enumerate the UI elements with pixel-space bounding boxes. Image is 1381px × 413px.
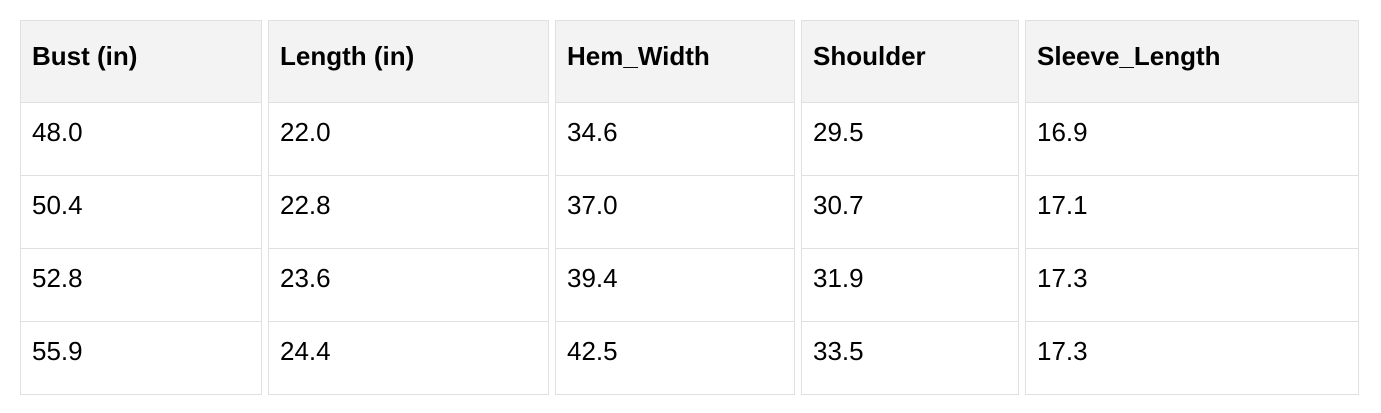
table-cell: 55.9 — [32, 336, 83, 366]
table-cell: 22.0 — [269, 103, 548, 176]
table-cell: 23.6 — [269, 249, 548, 322]
column-header-bust: Bust (in) — [21, 21, 261, 103]
column-header-hem-width: Hem_Width — [556, 21, 794, 103]
table-cell: 17.3 — [1037, 336, 1088, 366]
column-header-shoulder: Shoulder — [802, 21, 1018, 103]
table-column-hem-width: Hem_Width 34.6 37.0 39.4 42.5 — [555, 20, 795, 395]
table-cell: 24.4 — [280, 336, 331, 366]
table-cell: 16.9 — [1026, 103, 1358, 176]
table-cell: 30.7 — [802, 176, 1018, 249]
table-cell: 50.4 — [21, 176, 261, 249]
table-cell: 52.8 — [21, 249, 261, 322]
table-column-sleeve-length: Sleeve_Length 16.9 17.1 17.3 17.3 — [1025, 20, 1359, 395]
table-cell: 33.5 — [813, 336, 864, 366]
table-cell: 29.5 — [802, 103, 1018, 176]
table-column-bust: Bust (in) 48.0 50.4 52.8 55.9 — [20, 20, 262, 395]
table-cell: 48.0 — [21, 103, 261, 176]
table-cell: 17.1 — [1026, 176, 1358, 249]
column-header-sleeve-length: Sleeve_Length — [1026, 21, 1358, 103]
table-column-length: Length (in) 22.0 22.8 23.6 24.4 — [268, 20, 549, 395]
table-cell: 42.5 — [567, 336, 618, 366]
table-cell: 17.3 — [1026, 249, 1358, 322]
table-cell: 31.9 — [802, 249, 1018, 322]
table-cell: 39.4 — [556, 249, 794, 322]
column-header-length: Length (in) — [269, 21, 548, 103]
table-cell: 34.6 — [556, 103, 794, 176]
table-cell: 37.0 — [556, 176, 794, 249]
size-chart-table: Bust (in) 48.0 50.4 52.8 55.9 Length (in… — [20, 20, 1359, 395]
table-cell: 22.8 — [269, 176, 548, 249]
table-column-shoulder: Shoulder 29.5 30.7 31.9 33.5 — [801, 20, 1019, 395]
